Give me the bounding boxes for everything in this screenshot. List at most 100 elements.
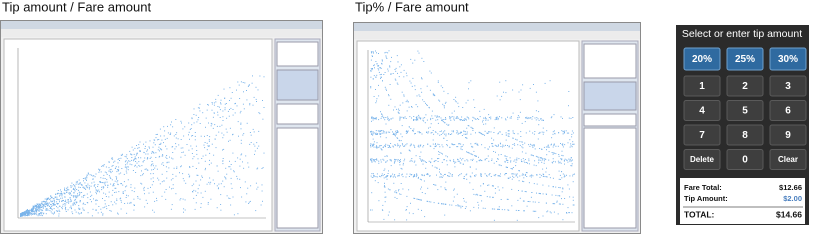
scatter-dot [466, 173, 468, 175]
scatter-dot [532, 210, 534, 212]
scatter-dot [399, 161, 401, 163]
scatter-dot [552, 177, 554, 179]
scatter-dot [462, 119, 463, 121]
key-button[interactable] [769, 100, 807, 121]
scatter-dot [558, 203, 560, 205]
scatter-dot [373, 75, 375, 77]
key-button[interactable] [726, 124, 764, 146]
preset-label[interactable]: 20% [692, 54, 712, 65]
scatter-dot [247, 187, 249, 189]
key-button[interactable] [726, 149, 764, 170]
scatter-dot [398, 144, 400, 146]
scatter-dot [106, 172, 107, 174]
preset-label[interactable]: 30% [778, 54, 798, 65]
scatter-dot [166, 155, 168, 156]
scatter-dot [217, 188, 219, 190]
key-button[interactable] [726, 75, 764, 97]
scatter-dot [479, 110, 481, 112]
key-label[interactable]: 9 [785, 130, 791, 141]
key-label[interactable]: 8 [742, 130, 748, 141]
scatter-dot [386, 155, 388, 157]
scatter-dot [225, 177, 227, 179]
scatter-dot [570, 159, 572, 161]
scatter-dot [222, 158, 224, 159]
key-label[interactable]: 4 [699, 106, 705, 117]
key-label[interactable]: 2 [742, 81, 748, 92]
scatter-dot [108, 161, 110, 163]
key-label[interactable]: 6 [785, 106, 791, 117]
key-button[interactable] [726, 100, 764, 121]
scatter-dot [201, 175, 203, 177]
scatter-dot [49, 205, 51, 207]
scatter-dot [127, 202, 129, 204]
scatter-dot [488, 117, 490, 118]
scatter-dot [71, 190, 72, 192]
scatter-dot [79, 182, 81, 184]
scatter-dot [375, 133, 377, 135]
scatter-dot [81, 192, 83, 193]
preset-button[interactable] [683, 47, 721, 71]
scatter-dot [527, 117, 529, 119]
key-button[interactable] [683, 149, 721, 170]
scatter-dot [85, 178, 87, 180]
scatter-dot [262, 100, 263, 101]
scatter-dot [146, 202, 148, 204]
scatter-dot [403, 95, 405, 97]
scatter-dot [163, 135, 165, 137]
scatter-dot [464, 131, 466, 133]
preset-button[interactable] [769, 47, 807, 71]
scatter-dot [500, 154, 502, 155]
key-button[interactable] [769, 124, 807, 146]
scatter-dot [84, 178, 86, 180]
scatter-dot [456, 132, 458, 134]
scatter-dot [457, 204, 459, 206]
key-label[interactable]: Delete [690, 155, 715, 164]
scatter-dot [453, 119, 455, 121]
scatter-dot [182, 128, 184, 130]
scatter-dot [398, 108, 399, 110]
scatter-dot [559, 174, 561, 176]
scatter-dot [449, 146, 451, 148]
scatter-dot [35, 205, 37, 207]
key-button[interactable] [683, 100, 721, 121]
scatter-dot [435, 143, 436, 145]
scatter-dot [472, 154, 474, 156]
scatter-dot [236, 175, 238, 177]
key-label[interactable]: 7 [699, 130, 705, 141]
scatter-dot [378, 162, 380, 164]
key-button[interactable] [769, 149, 807, 170]
scatter-dot [37, 206, 39, 208]
scatter-dot [546, 130, 548, 132]
scatter-dot [60, 189, 61, 191]
scatter-dot [52, 204, 54, 206]
preset-label[interactable]: 25% [735, 54, 755, 65]
key-label[interactable]: Clear [778, 155, 798, 164]
scatter-dot [249, 104, 251, 106]
scatter-dot [78, 179, 80, 181]
scatter-dot [242, 103, 244, 105]
key-label[interactable]: 5 [742, 106, 748, 117]
scatter-dot [552, 133, 554, 135]
scatter-dot [384, 182, 385, 184]
key-label[interactable]: 3 [785, 81, 791, 92]
preset-button[interactable] [726, 47, 764, 71]
scatter-dot [33, 208, 34, 210]
scatter-dot [570, 157, 572, 159]
key-button[interactable] [683, 75, 721, 97]
key-label[interactable]: 1 [699, 81, 705, 92]
scatter-dot [400, 71, 402, 73]
scatter-dot [126, 185, 128, 187]
scatter-dot [438, 202, 440, 204]
key-button[interactable] [769, 75, 807, 97]
scatter-dot [446, 145, 448, 147]
scatter-dot [100, 181, 102, 183]
scatter-dot [442, 153, 443, 155]
scatter-dot [47, 203, 49, 205]
scatter-dot [497, 208, 498, 210]
scatter-dot [543, 120, 544, 121]
key-button[interactable] [683, 124, 721, 146]
scatter-dot [151, 152, 153, 154]
scatter-dot [380, 73, 382, 75]
scatter-dot [434, 115, 436, 117]
key-label[interactable]: 0 [742, 155, 748, 166]
